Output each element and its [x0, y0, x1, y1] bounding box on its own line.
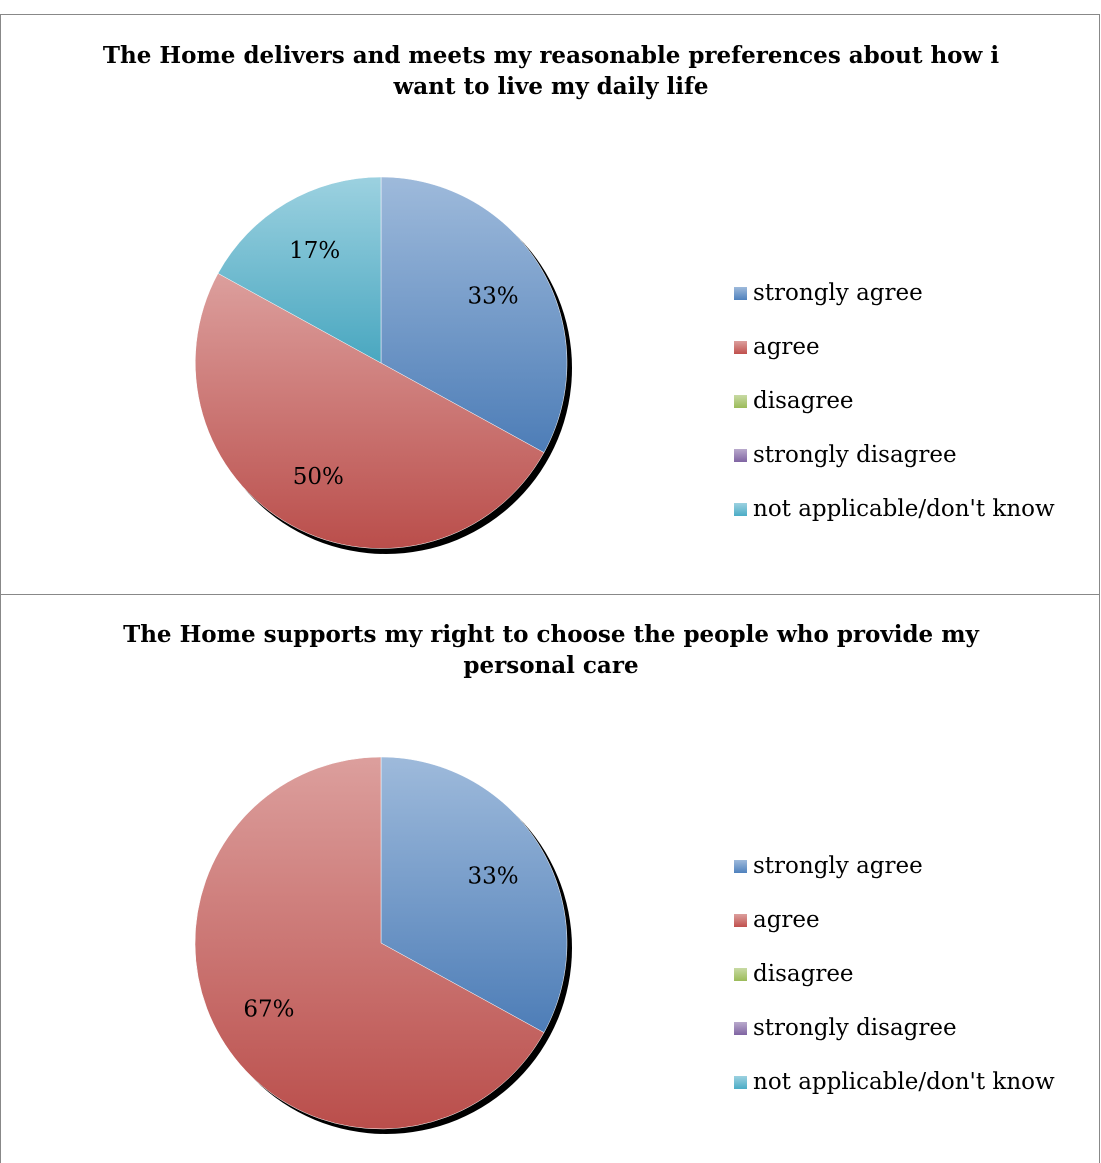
pie-slice-strongly-agree [380, 176, 568, 453]
legend-item-agree: agree [734, 893, 1055, 947]
pie-slice-strongly-agree [380, 756, 568, 1033]
data-label-not-applicable-don-t-know: 17% [289, 238, 340, 264]
legend: strongly agree agree disagree strongly d… [734, 266, 1055, 536]
legend-label: strongly agree [753, 853, 923, 879]
legend-label: agree [753, 907, 820, 933]
legend-item-strongly-agree: strongly agree [734, 266, 1055, 320]
legend-item-not-applicable: not applicable/don't know [734, 482, 1055, 536]
legend-item-not-applicable: not applicable/don't know [734, 1055, 1055, 1109]
legend-swatch [734, 394, 747, 408]
legend-label: not applicable/don't know [753, 496, 1055, 522]
legend-label: disagree [753, 388, 854, 414]
pie-chart: 33% 50% 17% [195, 176, 572, 554]
legend-item-agree: agree [734, 320, 1055, 374]
legend-swatch [734, 286, 747, 300]
legend-swatch [734, 859, 747, 873]
legend-label: strongly disagree [753, 1015, 957, 1041]
data-label-agree: 50% [293, 464, 344, 490]
legend-label: strongly agree [753, 280, 923, 306]
legend-label: agree [753, 334, 820, 360]
legend-item-strongly-agree: strongly agree [734, 839, 1055, 893]
legend-swatch [734, 448, 747, 462]
legend-label: disagree [753, 961, 854, 987]
chart-title: The Home supports my right to choose the… [123, 621, 979, 679]
pie-chart: 33% 67% [194, 756, 572, 1134]
legend-item-strongly-disagree: strongly disagree [734, 1001, 1055, 1055]
legend-swatch [734, 340, 747, 354]
legend-swatch [734, 913, 747, 927]
legend-label: not applicable/don't know [753, 1069, 1055, 1095]
legend-item-strongly-disagree: strongly disagree [734, 428, 1055, 482]
legend-swatch [734, 502, 747, 516]
legend: strongly agree agree disagree strongly d… [734, 839, 1055, 1109]
chart-panel-personal-care: The Home supports my right to choose the… [0, 594, 1100, 1163]
legend-item-disagree: disagree [734, 374, 1055, 428]
pie-slice-not-applicable-don-t-know [217, 176, 382, 364]
chart-title: The Home delivers and meets my reasonabl… [102, 42, 1000, 100]
pie-slice-agree [194, 756, 545, 1130]
pie-slice-agree [195, 273, 545, 549]
legend-label: strongly disagree [753, 442, 957, 468]
legend-swatch [734, 1021, 747, 1035]
data-label-agree: 67% [243, 996, 294, 1022]
legend-swatch [734, 1075, 747, 1089]
data-label-strongly-agree: 33% [468, 284, 519, 310]
legend-swatch [734, 967, 747, 981]
data-label-strongly-agree: 33% [468, 864, 519, 890]
chart-panel-preferences: The Home delivers and meets my reasonabl… [0, 14, 1100, 595]
legend-item-disagree: disagree [734, 947, 1055, 1001]
